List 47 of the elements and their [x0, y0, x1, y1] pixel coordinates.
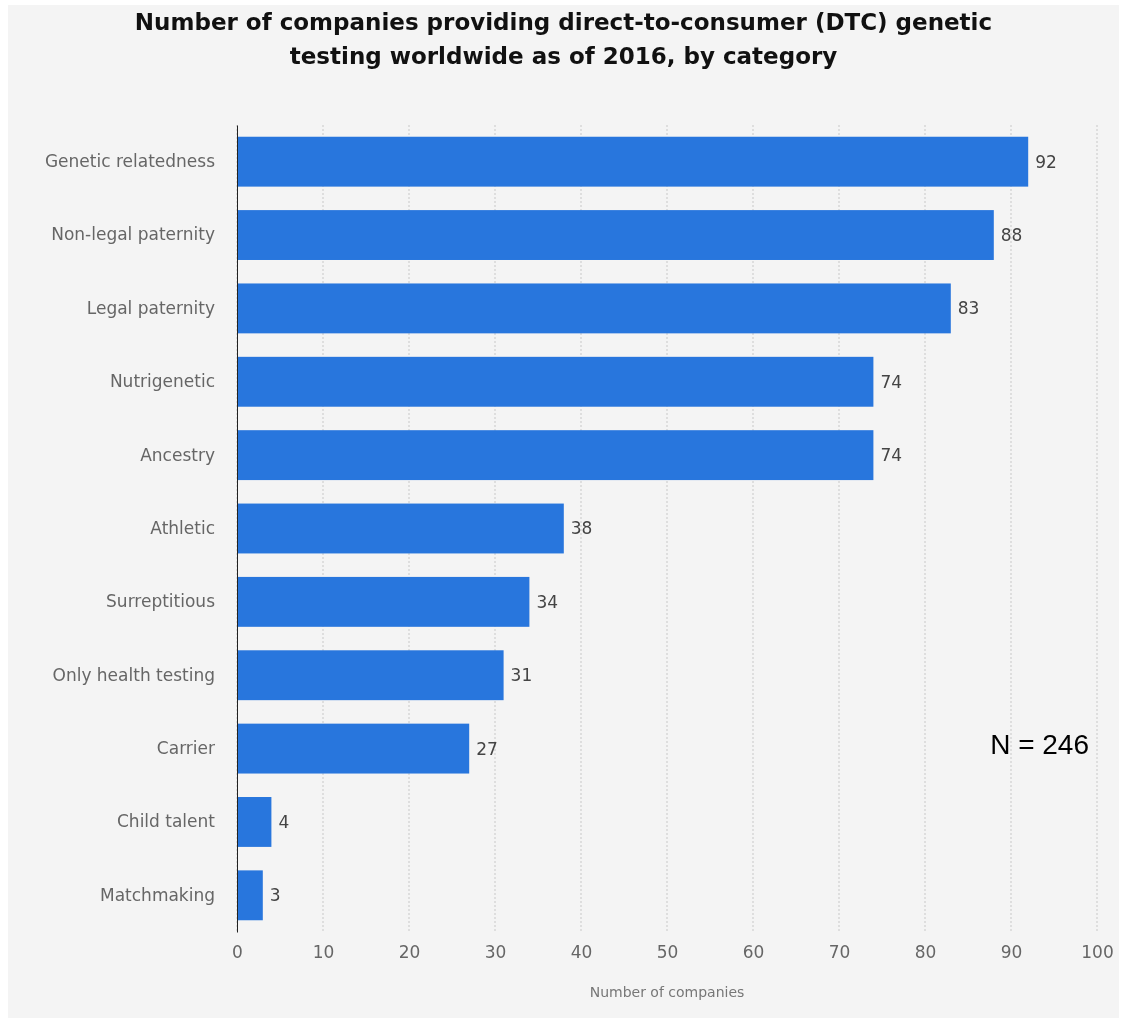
- data-label: 88: [1000, 225, 1023, 245]
- bar: [237, 430, 874, 481]
- y-tick-label: Matchmaking: [100, 884, 215, 905]
- data-label: 92: [1035, 151, 1057, 172]
- y-tick-label: Ancestry: [140, 444, 215, 465]
- y-tick-label: Non-legal paternity: [51, 224, 215, 245]
- data-label: 34: [536, 591, 559, 612]
- x-tick-label: 90: [1000, 942, 1023, 963]
- x-tick-label: 20: [398, 942, 421, 963]
- bar: [237, 576, 530, 627]
- x-tick-label: 60: [742, 942, 765, 963]
- y-tick-label: Legal paternity: [86, 297, 215, 318]
- y-tick-label: Nutrigenetic: [109, 371, 215, 392]
- data-label: 4: [278, 811, 290, 832]
- data-label: 3: [269, 885, 281, 906]
- bar: [237, 797, 272, 847]
- data-label: 74: [880, 371, 903, 392]
- bar: [237, 136, 1029, 187]
- y-tick-label: Carrier: [156, 738, 216, 759]
- x-tick-label: 100: [1081, 942, 1114, 963]
- bar: [237, 650, 504, 701]
- data-label: 31: [510, 665, 533, 686]
- y-tick-label: Child talent: [117, 811, 216, 832]
- x-tick-label: 0: [232, 942, 243, 963]
- bar: [237, 503, 564, 554]
- data-label: 27: [476, 738, 498, 759]
- data-label: 38: [570, 518, 593, 539]
- bar: [237, 723, 470, 774]
- y-tick-label: Athletic: [150, 517, 215, 538]
- y-tick-label: Genetic relatedness: [44, 151, 216, 172]
- data-label: 74: [880, 445, 903, 466]
- x-tick-label: 70: [828, 942, 851, 963]
- bar: [237, 283, 951, 334]
- bar: [237, 356, 874, 407]
- y-tick-label: Surreptitious: [106, 591, 216, 612]
- chart-title: Number of companies providing direct-to-consumer (DTC) genetic testing worldwide as of 2016, by category: [134, 9, 993, 69]
- x-tick-label: 10: [312, 942, 335, 963]
- x-tick-label: 50: [656, 942, 679, 963]
- x-tick-label: 80: [914, 942, 937, 963]
- annotation: N = 246: [990, 729, 1089, 760]
- bar: [237, 210, 994, 260]
- data-label: 83: [957, 298, 980, 319]
- x-tick-label: 30: [484, 942, 507, 963]
- y-tick-label: Only health testing: [52, 664, 215, 685]
- x-axis-title: Number of companies: [589, 984, 745, 1000]
- x-tick-label: 40: [570, 942, 593, 963]
- bar: [237, 870, 263, 921]
